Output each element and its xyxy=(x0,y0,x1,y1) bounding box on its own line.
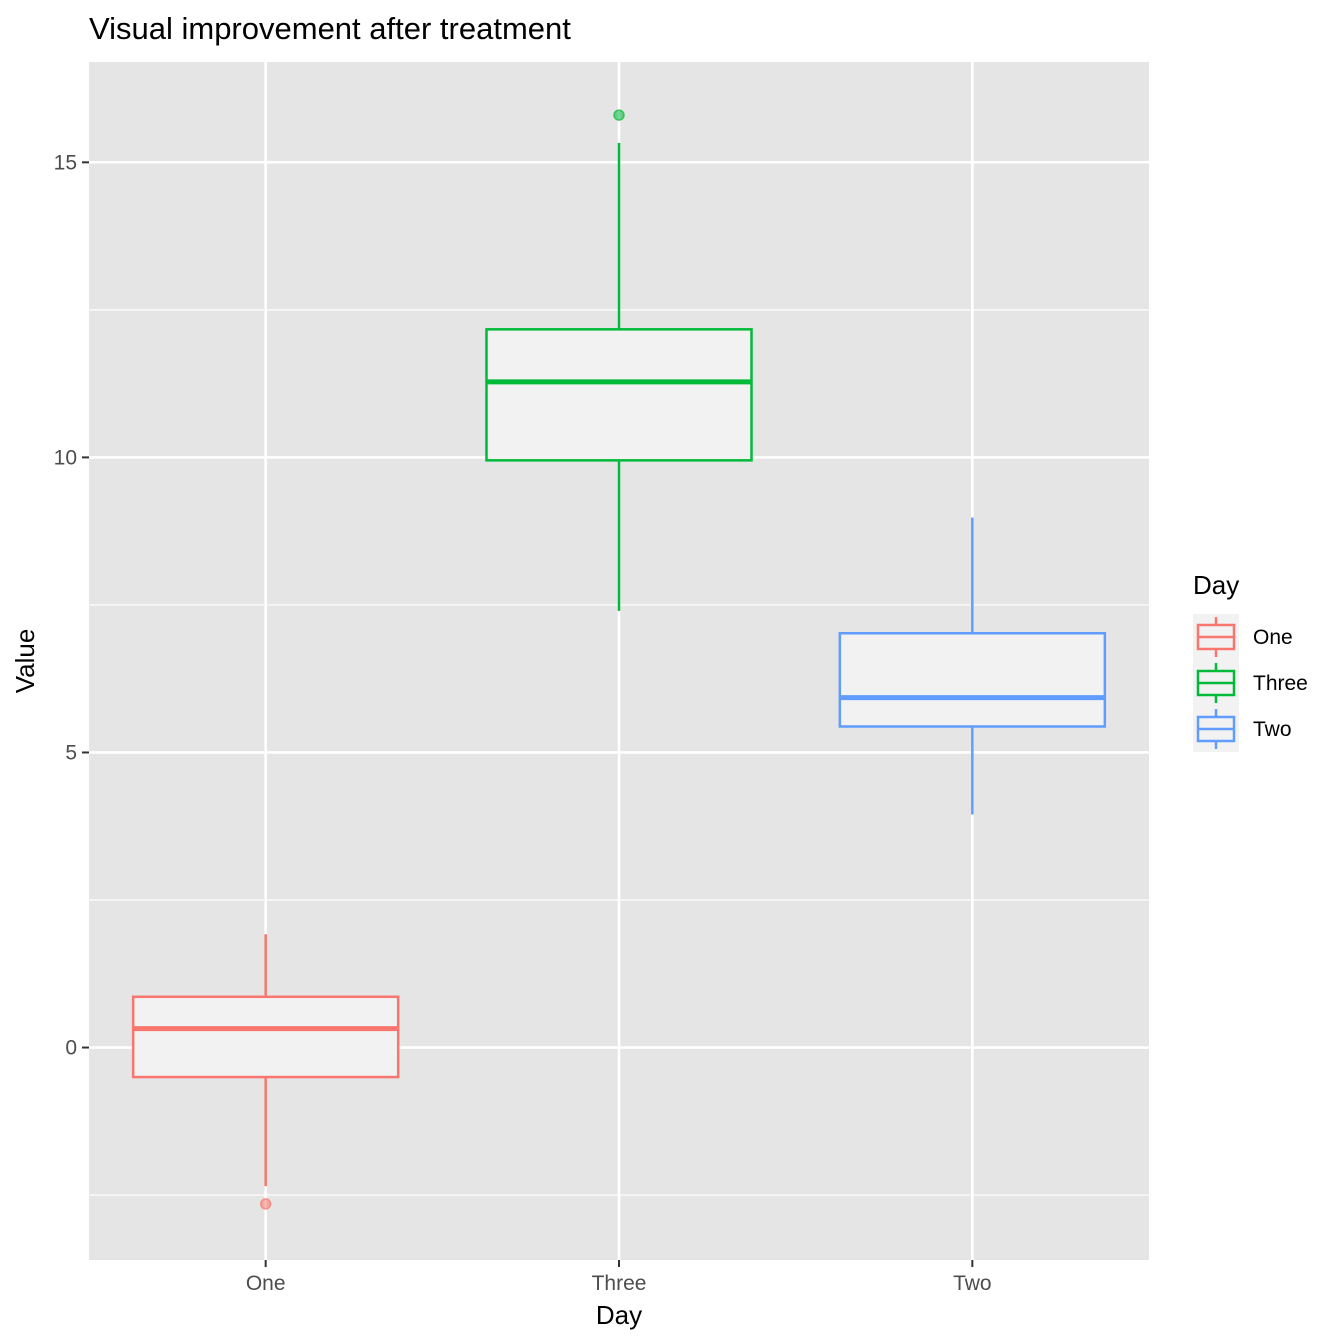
legend-title: Day xyxy=(1193,570,1239,600)
outlier-point xyxy=(259,1198,272,1210)
y-tick-label: 5 xyxy=(65,741,77,764)
x-axis-title: Day xyxy=(596,1300,642,1330)
boxes xyxy=(131,109,1107,1210)
y-tick-label: 10 xyxy=(54,446,77,469)
legend-label: Two xyxy=(1253,718,1292,741)
legend-label: One xyxy=(1253,626,1293,649)
box-three xyxy=(485,109,753,611)
legend-item-two: Two xyxy=(1193,706,1292,752)
legend-label: Three xyxy=(1253,672,1308,695)
chart-title: Visual improvement after treatment xyxy=(89,11,571,46)
interquartile-box xyxy=(131,995,400,1079)
y-axis: 0 5 10 15 xyxy=(54,151,89,1060)
box-one xyxy=(131,934,400,1210)
x-tick-label: Two xyxy=(953,1272,992,1295)
y-tick-label: 0 xyxy=(65,1037,77,1060)
y-tick-label: 15 xyxy=(54,151,77,174)
x-tick-label: One xyxy=(246,1272,286,1295)
legend: Day One Three Two xyxy=(1193,570,1308,752)
outlier-point xyxy=(613,109,625,121)
interquartile-box xyxy=(838,632,1107,728)
interquartile-box xyxy=(485,328,753,462)
x-tick-label: Three xyxy=(592,1272,647,1295)
x-axis: One Three Two xyxy=(246,1260,992,1295)
legend-item-one: One xyxy=(1193,614,1293,660)
box-two xyxy=(838,517,1107,815)
legend-item-three: Three xyxy=(1193,660,1308,706)
y-axis-title: Value xyxy=(10,629,40,694)
